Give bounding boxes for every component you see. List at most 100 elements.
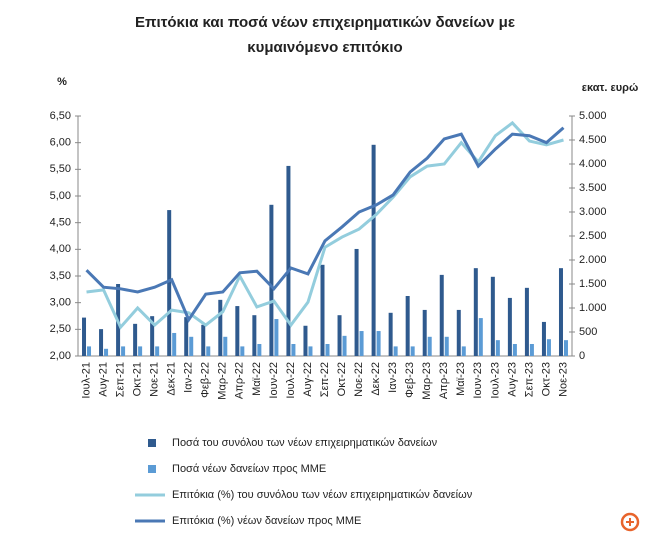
x-tick-label: Δεκ-22 (370, 362, 382, 396)
bar (320, 264, 325, 356)
bar (405, 296, 410, 356)
bar (393, 346, 398, 356)
x-tick-label: Ιαν-22 (183, 362, 195, 393)
y2ticks-label: 3.500 (579, 182, 607, 194)
yticks-label: 2,50 (50, 323, 71, 335)
logo (620, 512, 640, 532)
x-tick-label: Μαϊ-22 (251, 362, 263, 396)
bar (507, 297, 512, 356)
yticks-label: 3,00 (50, 297, 71, 309)
bar (252, 315, 257, 356)
x-tick-label: Φεβ-23 (404, 362, 416, 398)
x-tick-label: Αυγ-21 (97, 362, 109, 397)
bar (427, 336, 432, 356)
bar (121, 346, 126, 356)
legend-label: Επιτόκια (%) του συνόλου των νέων επιχει… (172, 489, 473, 501)
bar (359, 331, 364, 356)
bar (490, 276, 495, 356)
x-tick-label: Ιαν-23 (387, 362, 399, 393)
bar (524, 287, 529, 356)
bar (354, 248, 359, 356)
x-tick-label: Ιουν-23 (472, 362, 484, 399)
x-tick-label: Σεπ-23 (523, 362, 535, 397)
bar (167, 210, 172, 356)
x-tick-label: Οκτ-21 (132, 362, 144, 396)
bar (82, 317, 87, 356)
x-tick-label: Σεπ-22 (319, 362, 331, 397)
bar (541, 321, 546, 356)
y2ticks-label: 4.000 (579, 158, 607, 170)
yticks-label: 5,00 (50, 190, 71, 202)
x-tick-label: Σεπ-21 (114, 362, 126, 397)
bar (325, 344, 330, 356)
x-tick-label: Μαρ-22 (217, 362, 229, 400)
y2ticks-label: 2.500 (579, 230, 607, 242)
bar (99, 329, 104, 356)
bar (444, 336, 449, 356)
x-tick-label: Οκτ-23 (540, 362, 552, 396)
x-tick-label: Μαϊ-23 (455, 362, 467, 396)
x-tick-label: Απρ-23 (438, 362, 450, 399)
bar (303, 325, 308, 356)
bar (529, 344, 534, 356)
bar (291, 344, 296, 356)
bar (201, 324, 206, 356)
bar (133, 323, 138, 356)
x-tick-label: Ιουλ-23 (489, 362, 501, 399)
y2-axis-label: εκατ. ευρώ (582, 82, 639, 94)
x-tick-label: Νοε-23 (557, 362, 569, 397)
yticks-label: 4,50 (50, 217, 71, 229)
bar (495, 340, 500, 356)
bar (184, 317, 189, 356)
yticks-label: 4,00 (50, 243, 71, 255)
y2ticks-label: 500 (579, 326, 597, 338)
bar (563, 340, 568, 356)
x-tick-label: Νοε-21 (149, 362, 161, 397)
legend-label: Ποσά νέων δανείων προς ΜΜΕ (172, 463, 326, 475)
yticks-label: 5,50 (50, 163, 71, 175)
legend-label: Επιτόκια (%) νέων δανείων προς ΜΜΕ (172, 515, 361, 527)
y2ticks-label: 1.000 (579, 302, 607, 314)
bar (138, 346, 143, 356)
bar (257, 344, 262, 356)
bar (478, 318, 483, 356)
y2ticks-label: 4.500 (579, 134, 607, 146)
y2ticks-label: 0 (579, 350, 585, 362)
chart-title: Επιτόκια και ποσά νέων επιχειρηματικών δ… (135, 14, 515, 56)
line (85, 126, 565, 323)
bar (371, 144, 376, 356)
bar (286, 165, 291, 356)
legend-swatch (148, 465, 156, 473)
bar (235, 306, 240, 356)
bar (512, 344, 517, 356)
line (86, 120, 564, 330)
legend-label: Ποσά του συνόλου των νέων επιχειρηματικώ… (172, 437, 438, 449)
bar (172, 332, 177, 356)
yticks-label: 6,00 (50, 137, 71, 149)
bar (308, 346, 313, 356)
x-tick-label: Ιουλ-21 (80, 362, 92, 399)
x-tick-label: Μαρ-23 (421, 362, 433, 400)
y2ticks-label: 2.000 (579, 254, 607, 266)
x-tick-label: Αυγ-22 (302, 362, 314, 397)
x-tick-label: Απρ-22 (234, 362, 246, 399)
bar (337, 315, 342, 356)
legend-swatch (148, 439, 156, 447)
bar (269, 204, 274, 356)
bar (456, 309, 461, 356)
bar (87, 346, 92, 356)
bar (155, 346, 160, 356)
bar (473, 268, 478, 356)
x-tick-label: Νοε-22 (353, 362, 365, 397)
bar (189, 336, 194, 356)
bar (439, 274, 444, 356)
x-tick-label: Ιουν-22 (268, 362, 280, 399)
x-tick-label: Φεβ-22 (200, 362, 212, 398)
yticks-label: 6,50 (50, 110, 71, 122)
bar (342, 335, 347, 356)
y2ticks-label: 1.500 (579, 278, 607, 290)
yticks-label: 3,50 (50, 270, 71, 282)
bar (388, 312, 393, 356)
